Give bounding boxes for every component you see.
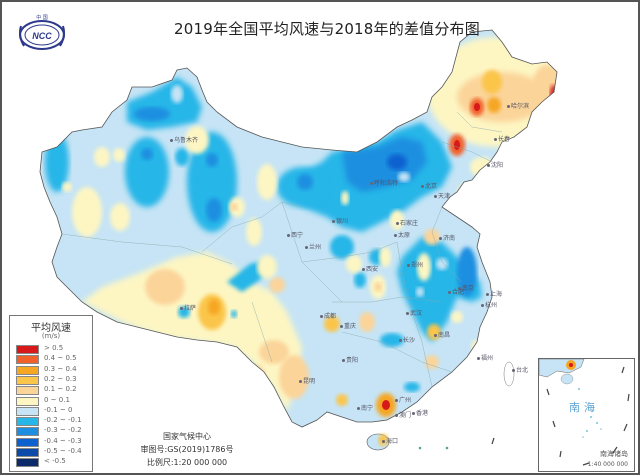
city-label: 海口 (382, 436, 398, 445)
legend-swatch (16, 365, 39, 375)
legend-swatch (16, 437, 39, 447)
city-label: 广州 (395, 395, 411, 404)
legend-swatch (16, 427, 39, 437)
city-label: 郑州 (407, 260, 423, 269)
legend-swatch (16, 417, 39, 427)
legend-item: 0.1 ~ 0.2 (16, 385, 90, 396)
city-label: 北京 (421, 181, 437, 190)
city-label: 武汉 (406, 308, 422, 317)
approval-number: 审图号:GS(2019)1786号 (140, 445, 234, 454)
legend-item: < -0.5 (16, 457, 90, 468)
agency-name: 国家气候中心 (163, 432, 211, 441)
legend-swatch (16, 448, 39, 457)
city-label: 重庆 (340, 321, 356, 330)
city-label: 银川 (332, 216, 348, 225)
city-label: 成都 (320, 311, 336, 320)
city-label: 上海 (486, 289, 502, 298)
city-label: 哈尔滨 (507, 101, 529, 110)
city-label: 西安 (362, 264, 378, 273)
legend-item: -0.3 ~ -0.2 (16, 426, 90, 437)
legend-swatch (16, 375, 39, 385)
legend-label: -0.1 ~ 0 (44, 405, 73, 414)
city-label: 昆明 (299, 376, 315, 385)
city-label: 西宁 (287, 230, 303, 239)
south-sea-label: 南海 (569, 401, 599, 414)
city-label: 呼和浩特 (370, 178, 398, 187)
legend-label: 0.4 ~ 0.5 (44, 354, 77, 363)
svg-text:中 国: 中 国 (36, 14, 48, 21)
legend-swatch (16, 396, 39, 406)
city-label: 南昌 (434, 330, 450, 339)
city-label: 合肥 (448, 287, 464, 296)
legend-item: 0.2 ~ 0.3 (16, 374, 90, 385)
city-label: 杭州 (481, 300, 497, 309)
inset-scale: 1:40 000 000 (587, 461, 628, 468)
legend-swatch (16, 355, 39, 365)
ncc-emblem-icon: NCC 中 国 (19, 14, 65, 50)
legend-swatch (16, 386, 39, 396)
legend-label: 0.2 ~ 0.3 (44, 374, 77, 383)
city-label: 南京 (458, 283, 474, 292)
city-label: 贵阳 (342, 355, 358, 364)
legend-swatch (16, 345, 39, 354)
map-title: 2019年全国平均风速与2018年的差值分布图 (174, 20, 480, 38)
city-label: 长春 (494, 134, 510, 143)
city-label: 拉萨 (180, 303, 196, 312)
city-label: 太原 (394, 230, 410, 239)
city-label: 乌鲁木齐 (170, 135, 198, 144)
city-label: 沈阳 (487, 160, 503, 169)
inset-title: 南海诸岛 (600, 450, 628, 458)
legend-item: 0 ~ 0.1 (16, 395, 90, 406)
city-label: 台北 (512, 365, 528, 374)
city-label: 长沙 (399, 335, 415, 344)
city-label: 济南 (439, 233, 455, 242)
map-credits: 国家气候中心 审图号:GS(2019)1786号 比例尺:1:20 000 00… (132, 430, 242, 469)
legend-item: 0.4 ~ 0.5 (16, 354, 90, 365)
city-label: 南宁 (357, 403, 373, 412)
legend-label: < -0.5 (44, 457, 66, 466)
legend-item: -0.1 ~ 0 (16, 405, 90, 416)
nine-dash-line (491, 437, 495, 445)
legend-swatch (16, 458, 39, 468)
legend-item: -0.5 ~ -0.4 (16, 447, 90, 457)
legend-label: -0.3 ~ -0.2 (44, 426, 82, 435)
legend-unit: (m/s) (41, 332, 61, 340)
national-border (39, 29, 558, 428)
legend-title: 平均风速 (31, 323, 71, 334)
legend-item: 0.3 ~ 0.4 (16, 364, 90, 375)
legend-label: 0 ~ 0.1 (44, 395, 70, 404)
city-label: 香港 (412, 408, 428, 417)
south-china-sea-inset: 南海 南海诸岛 1:40 000 000 (538, 358, 635, 472)
svg-text:NCC: NCC (32, 31, 52, 41)
legend-item: -0.2 ~ -0.1 (16, 416, 90, 427)
legend-label: -0.5 ~ -0.4 (44, 447, 82, 455)
legend: 平均风速 (m/s) > 0.5 0.4 ~ 0.5 0.3 ~ 0.4 0.2 ~ … (9, 315, 93, 472)
legend-item: > 0.5 (16, 344, 90, 354)
inset-map (539, 359, 630, 466)
legend-label: -0.4 ~ -0.3 (44, 436, 82, 445)
legend-label: 0.1 ~ 0.2 (44, 385, 77, 394)
city-label: 澳门 (395, 410, 411, 419)
legend-label: > 0.5 (44, 344, 64, 352)
city-label: 天津 (434, 191, 450, 200)
city-label: 福州 (477, 353, 493, 362)
legend-label: 0.3 ~ 0.4 (44, 364, 77, 373)
legend-label: -0.2 ~ -0.1 (44, 416, 82, 425)
scale-text: 比例尺:1:20 000 000 (146, 458, 228, 467)
legend-item: -0.4 ~ -0.3 (16, 436, 90, 447)
city-label: 兰州 (305, 242, 321, 251)
city-label: 石家庄 (396, 218, 418, 227)
legend-swatch (16, 406, 39, 416)
